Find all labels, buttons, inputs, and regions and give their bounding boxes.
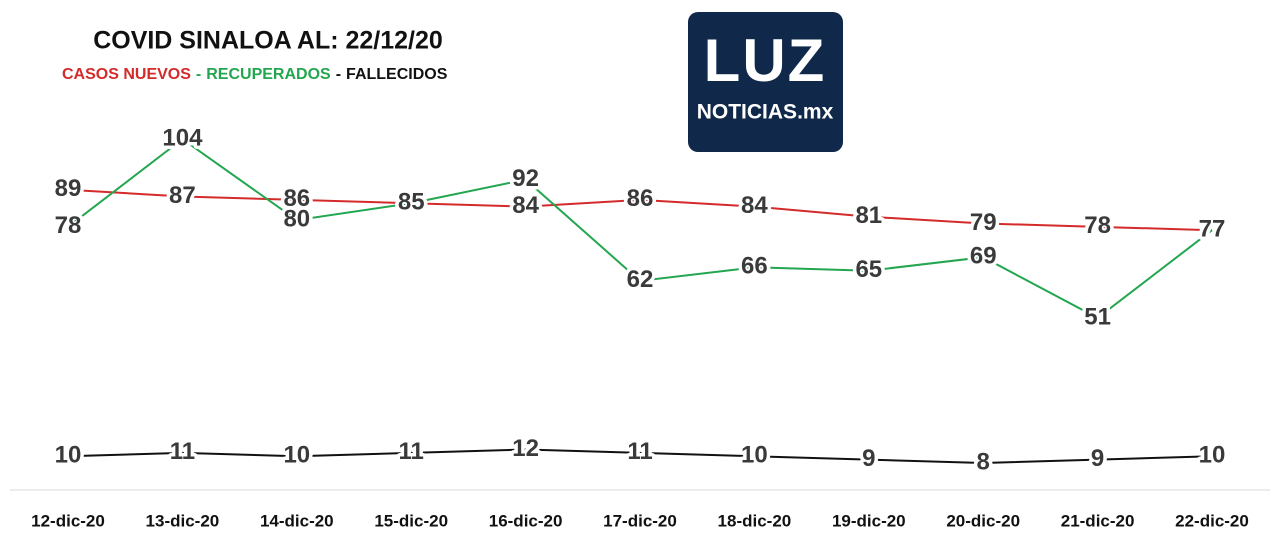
x-tick-label: 20-dic-20 [946, 511, 1020, 530]
logo-subtitle: NOTICIAS.mx [697, 101, 834, 124]
legend-entry: RECUPERADOS [206, 66, 331, 83]
data-label: 80 [283, 205, 310, 232]
data-label: 10 [1199, 442, 1226, 469]
data-label: 62 [627, 266, 654, 293]
chart-title: COVID SINALOA AL: 22/12/20 [93, 27, 443, 55]
data-label: 12 [512, 435, 539, 462]
legend-separator: - [336, 66, 341, 83]
x-tick-label: 22-dic-20 [1175, 511, 1249, 530]
data-label: 77 [1199, 216, 1226, 243]
data-label: 69 [970, 243, 997, 270]
data-label: 86 [627, 185, 654, 212]
data-label: 8 [977, 448, 990, 475]
x-tick-label: 18-dic-20 [718, 511, 792, 530]
series-line [67, 188, 1213, 232]
x-tick-label: 15-dic-20 [374, 511, 448, 530]
data-label: 9 [862, 445, 875, 472]
x-tick-label: 13-dic-20 [146, 511, 220, 530]
x-tick-label: 14-dic-20 [260, 511, 334, 530]
data-label: 85 [398, 189, 425, 216]
data-label: 78 [55, 212, 82, 239]
legend: CASOS NUEVOS - RECUPERADOS - FALLECIDOS [62, 66, 448, 83]
data-label: 86 [283, 185, 310, 212]
data-label: 10 [283, 442, 310, 469]
data-label: 84 [741, 192, 768, 219]
data-label: 10 [741, 442, 768, 469]
data-label: 65 [855, 256, 882, 283]
x-tick-label: 17-dic-20 [603, 511, 677, 530]
data-label: 51 [1084, 303, 1111, 330]
data-label: 87 [169, 182, 196, 209]
legend-entry: FALLECIDOS [346, 66, 448, 83]
data-label: 92 [512, 165, 539, 192]
data-label: 79 [970, 209, 997, 236]
logo-title: LUZ [704, 27, 827, 94]
data-label: 11 [627, 438, 652, 465]
logo-box [688, 12, 843, 152]
legend-entry: CASOS NUEVOS [62, 66, 191, 83]
data-label: 66 [741, 253, 768, 280]
data-label: 81 [855, 202, 882, 229]
x-tick-label: 21-dic-20 [1061, 511, 1135, 530]
data-label: 10 [55, 442, 82, 469]
data-label: 85 [398, 189, 425, 216]
data-label: 77 [1199, 216, 1226, 243]
data-label: 9 [1091, 445, 1104, 472]
data-label: 11 [170, 438, 195, 465]
series-line [67, 137, 1213, 320]
data-label: 78 [1084, 212, 1111, 239]
data-label: 89 [55, 175, 82, 202]
x-tick-label: 16-dic-20 [489, 511, 563, 530]
data-label: 104 [162, 124, 203, 151]
data-label: 84 [512, 192, 539, 219]
x-tick-label: 19-dic-20 [832, 511, 906, 530]
data-label: 11 [399, 438, 424, 465]
legend-separator: - [196, 66, 201, 83]
x-tick-label: 12-dic-20 [31, 511, 105, 530]
series-line [67, 448, 1213, 465]
